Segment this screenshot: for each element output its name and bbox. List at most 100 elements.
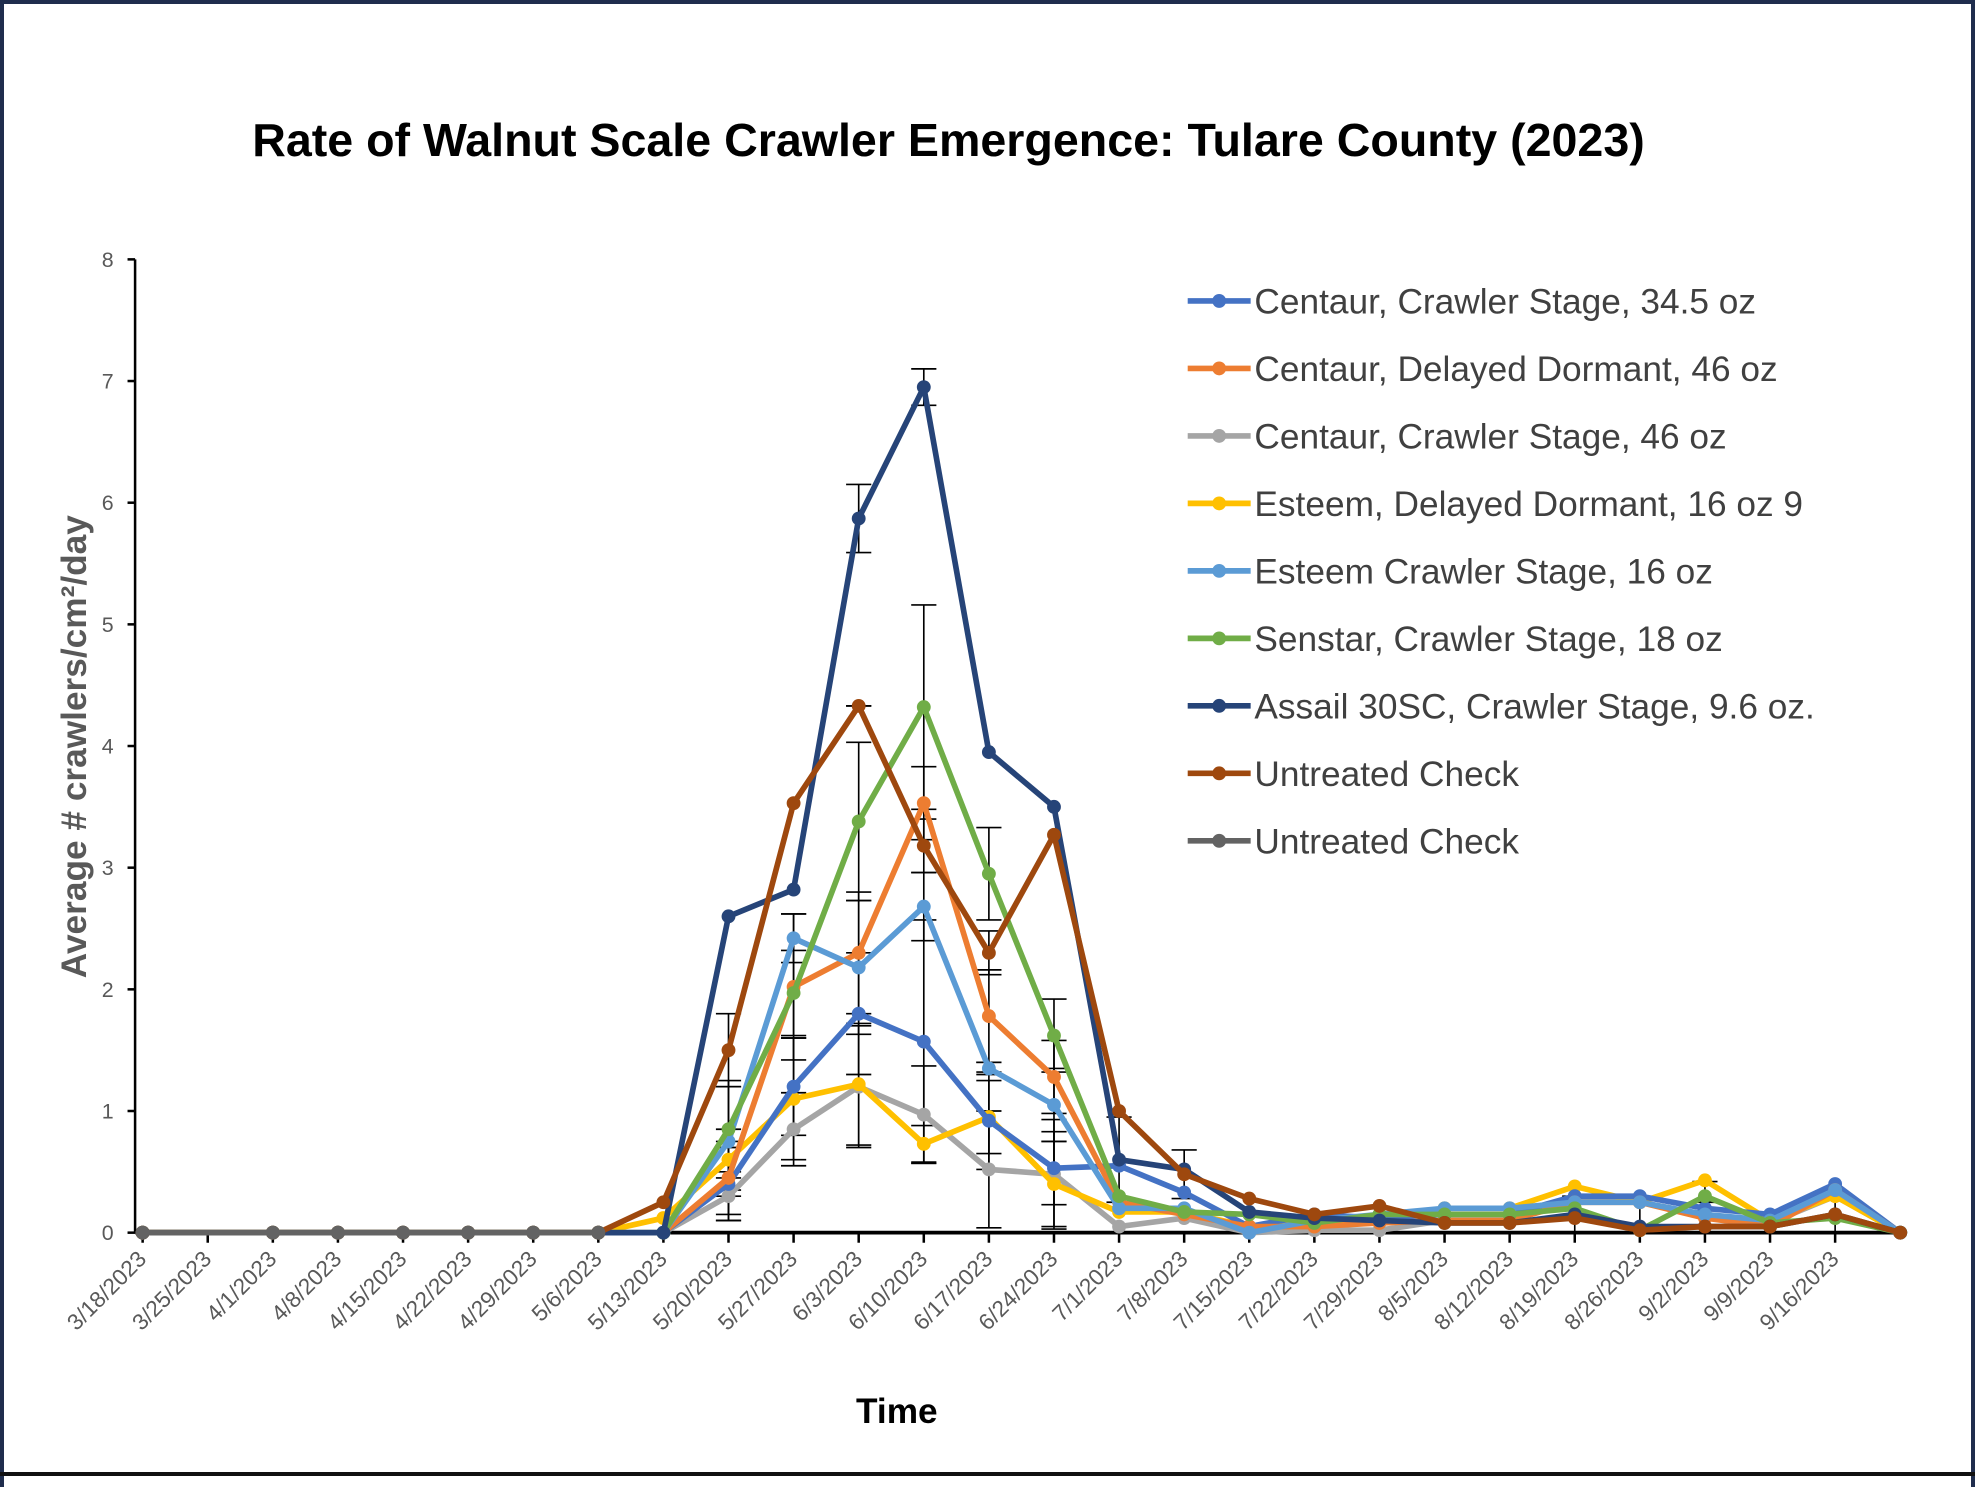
data-point (1242, 1205, 1257, 1219)
series-line-3 (142, 1081, 1902, 1236)
data-point (1047, 1028, 1061, 1043)
data-point (265, 1225, 280, 1240)
bottom-border (0, 1472, 1975, 1476)
y-axis-label: Average # crawlers/cm²/day (55, 515, 94, 978)
legend-marker (1212, 428, 1227, 443)
legend-label: Centaur, Delayed Dormant, 46 oz (1254, 350, 1777, 389)
data-point (916, 380, 931, 395)
data-point (1763, 1219, 1777, 1234)
data-point (916, 1034, 931, 1049)
x-axis-label: Time (856, 1392, 938, 1431)
data-point (1828, 1207, 1843, 1222)
data-point (851, 814, 866, 829)
legend-marker (1212, 496, 1227, 511)
data-point (721, 1189, 736, 1204)
data-point (916, 700, 931, 715)
series-line-1 (142, 800, 1902, 1236)
data-point (981, 1061, 996, 1076)
data-point (1047, 1070, 1061, 1084)
data-point (1372, 1198, 1387, 1213)
data-point (1047, 1097, 1061, 1112)
data-point (786, 931, 801, 946)
data-point (851, 960, 866, 975)
x-tick-label: 7/1/2023 (1047, 1246, 1128, 1327)
data-point (916, 796, 931, 811)
data-point (1307, 1207, 1322, 1222)
data-point (786, 882, 801, 897)
data-point (1567, 1211, 1582, 1225)
legend-marker (1212, 294, 1227, 308)
data-point (786, 1122, 801, 1137)
data-point (786, 986, 801, 1000)
data-point (1177, 1167, 1192, 1182)
data-point (1502, 1216, 1517, 1230)
data-point (981, 866, 996, 881)
data-point (1112, 1201, 1127, 1216)
data-point (916, 899, 931, 914)
data-point (721, 909, 736, 924)
data-point (1242, 1225, 1257, 1240)
data-point (851, 1006, 866, 1021)
data-point (135, 1225, 150, 1240)
y-tick-label: 0 (102, 1221, 114, 1245)
data-point (1177, 1205, 1192, 1219)
y-tick-label: 5 (102, 613, 114, 637)
data-point (1698, 1173, 1712, 1188)
data-point (1112, 1104, 1127, 1118)
x-tick-label: 4/1/2023 (201, 1246, 282, 1327)
x-tick-label: 9/2/2023 (1633, 1246, 1714, 1327)
data-point (1112, 1219, 1127, 1234)
y-tick-label: 7 (102, 370, 114, 394)
legend-label: Senstar, Crawler Stage, 18 oz (1254, 620, 1722, 659)
legend-label: Esteem Crawler Stage, 16 oz (1254, 552, 1712, 591)
data-point (1177, 1185, 1192, 1200)
chart-title: Rate of Walnut Scale Crawler Emergence: … (252, 114, 1645, 166)
legend-label: Untreated Check (1254, 822, 1519, 861)
legend-marker (1212, 631, 1227, 646)
data-point (981, 1009, 996, 1024)
data-point (1047, 799, 1061, 814)
data-point (396, 1225, 410, 1240)
data-point (786, 1079, 801, 1094)
y-tick-label: 2 (102, 978, 114, 1002)
y-tick-label: 1 (102, 1100, 114, 1124)
data-point (331, 1225, 345, 1240)
data-point (721, 1043, 736, 1058)
data-point (916, 1136, 931, 1151)
data-point (1698, 1207, 1712, 1222)
data-point (916, 838, 931, 853)
legend: Centaur, Crawler Stage, 34.5 oz Centaur, … (1187, 283, 1815, 861)
data-point (1698, 1189, 1712, 1204)
legend-marker (1212, 361, 1227, 376)
data-point (1632, 1195, 1647, 1210)
legend-label: Centaur, Crawler Stage, 34.5 oz (1254, 283, 1756, 322)
data-point (1047, 1161, 1061, 1176)
legend-marker (1212, 833, 1227, 848)
y-tick-label: 3 (102, 856, 114, 880)
series-lines (135, 380, 1908, 1240)
y-tick-label: 4 (102, 735, 114, 759)
data-point (981, 745, 996, 760)
data-point (721, 1122, 736, 1137)
data-point (721, 1170, 736, 1185)
legend-marker (1212, 766, 1227, 781)
data-point (981, 1162, 996, 1177)
data-point (1632, 1223, 1647, 1238)
data-point (656, 1195, 671, 1210)
data-point (981, 945, 996, 960)
data-point (1047, 1177, 1061, 1191)
data-point (851, 698, 866, 713)
data-point (1242, 1191, 1257, 1206)
y-tick-label: 6 (102, 491, 114, 515)
data-point (851, 945, 866, 960)
data-point (1047, 827, 1061, 842)
data-point (1437, 1216, 1452, 1230)
data-point (1828, 1183, 1843, 1198)
data-point (591, 1225, 606, 1240)
legend-marker (1212, 698, 1227, 713)
data-point (851, 1077, 866, 1092)
data-point (1112, 1152, 1127, 1167)
data-point (1567, 1179, 1582, 1194)
